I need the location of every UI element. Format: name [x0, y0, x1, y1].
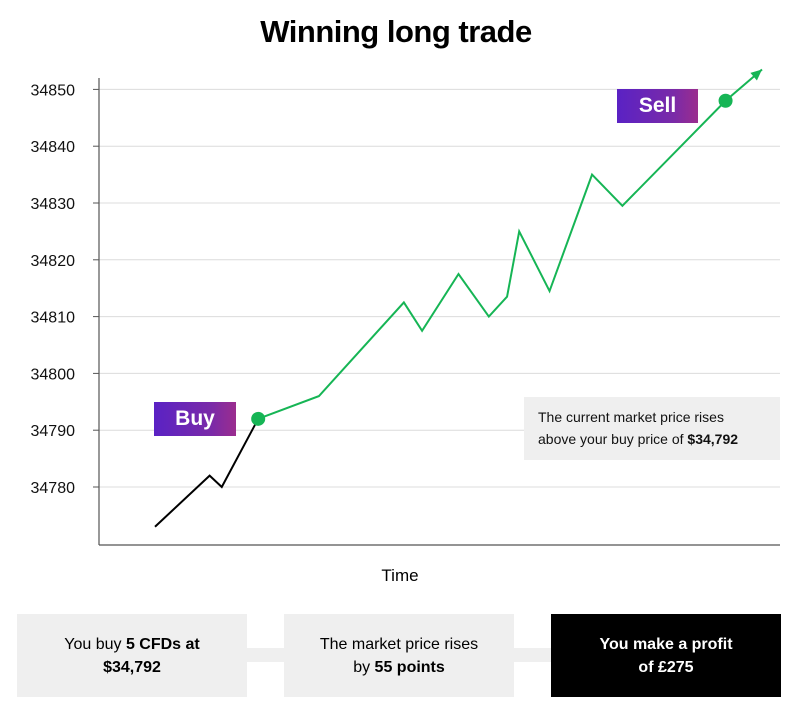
step2-line1: The market price rises — [319, 635, 479, 653]
y-tick-labels: 34780 34790 34800 34810 34820 34830 34840 34850 — [31, 82, 99, 497]
step-buy: You buy 5 CFDs at $34,792 — [17, 614, 247, 697]
buy-point-marker — [251, 411, 266, 426]
sell-tag: Sell — [617, 89, 698, 123]
buy-tag: Buy — [154, 402, 236, 436]
step1-bold: 5 CFDs at — [125, 635, 200, 653]
y-tick-label: 34820 — [31, 253, 76, 270]
pre-buy-price-line — [154, 418, 260, 528]
y-tick-label: 34810 — [31, 310, 76, 327]
y-tick-label: 34790 — [31, 423, 76, 440]
series-lines — [154, 68, 763, 528]
trade-markers — [251, 93, 733, 426]
step2-prefix: by — [353, 658, 375, 676]
note-line1: The current market price rises — [538, 409, 724, 425]
step2-points: 55 points — [374, 658, 445, 676]
step-connector — [514, 648, 551, 662]
arrow-head-icon — [750, 69, 762, 81]
chart-title: Winning long trade — [260, 14, 532, 49]
step3-line2: of £275 — [638, 658, 694, 676]
y-tick-label: 34800 — [31, 366, 76, 383]
step-connector — [247, 648, 284, 662]
note-buy-price: $34,792 — [687, 431, 739, 447]
y-tick-label: 34830 — [31, 196, 76, 213]
y-tick-label: 34780 — [31, 480, 76, 497]
step3-line1: You make a profit — [599, 635, 733, 653]
sell-point-marker — [718, 93, 733, 108]
post-buy-price-line — [257, 68, 763, 420]
price-note: The current market price rises above you… — [524, 397, 780, 460]
x-axis-label: Time — [381, 566, 419, 585]
step-rise: The market price rises by 55 points — [284, 614, 514, 697]
step1-prefix: You buy — [64, 635, 126, 653]
step1-price: $34,792 — [103, 658, 161, 676]
y-tick-label: 34850 — [31, 82, 76, 99]
y-tick-label: 34840 — [31, 139, 76, 156]
note-line2-prefix: above your buy price of — [538, 431, 688, 447]
step-profit: You make a profit of £275 — [551, 614, 781, 697]
line-chart: 34780 34790 34800 34810 34820 34830 34840 34850 — [31, 68, 780, 546]
